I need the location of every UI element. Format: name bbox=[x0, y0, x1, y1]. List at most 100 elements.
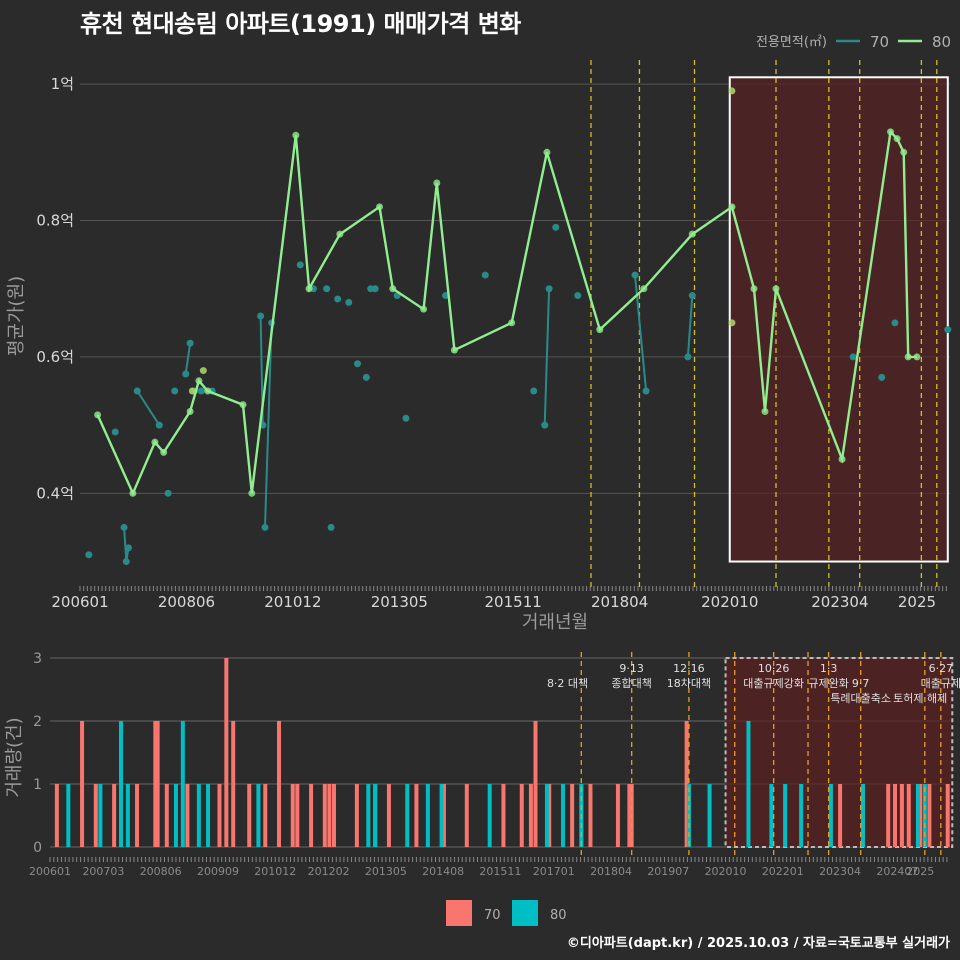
x-tick-label: 201305 bbox=[365, 865, 407, 878]
series-70-point bbox=[481, 271, 489, 279]
policy-annotation: 1·3 bbox=[820, 662, 838, 675]
series-80-point bbox=[248, 489, 256, 497]
x-tick-label: 200806 bbox=[158, 593, 215, 611]
bar-80 bbox=[196, 784, 201, 847]
x-tick-label: 200909 bbox=[197, 865, 239, 878]
bar-70 bbox=[247, 784, 252, 847]
series-70-line bbox=[184, 343, 192, 375]
series-70-point bbox=[171, 387, 179, 395]
bar-70 bbox=[290, 784, 295, 847]
series-70-line bbox=[136, 390, 161, 426]
highlight-box bbox=[724, 657, 954, 848]
policy-annotation: 8·2 대책 bbox=[547, 677, 588, 690]
series-70-point bbox=[164, 489, 172, 497]
series-80-point bbox=[376, 203, 384, 211]
bar-80 bbox=[746, 721, 751, 847]
series-70-point bbox=[362, 373, 370, 381]
series-70-point bbox=[684, 353, 692, 361]
series-70-point bbox=[574, 292, 582, 300]
x-tick-label: 200703 bbox=[82, 865, 124, 878]
bar-70 bbox=[80, 721, 85, 847]
bar-70 bbox=[263, 784, 268, 847]
bar-70 bbox=[945, 784, 950, 847]
series-80-point bbox=[904, 353, 912, 361]
series-80-point bbox=[640, 285, 648, 293]
legend-title: 전용면적(㎡) bbox=[756, 35, 827, 50]
series-70-point bbox=[552, 223, 560, 231]
legend-70-swatch bbox=[446, 900, 472, 926]
series-70-point bbox=[878, 373, 886, 381]
policy-annotation: 규제완화 bbox=[808, 677, 848, 690]
series-70-point bbox=[371, 285, 379, 293]
series-80-point bbox=[728, 203, 736, 211]
bar-80 bbox=[180, 721, 185, 847]
series-80-point bbox=[772, 285, 780, 293]
x-tick-label: 201511 bbox=[485, 593, 542, 611]
series-80-point bbox=[389, 285, 397, 293]
bar-70 bbox=[185, 784, 190, 847]
series-70-point bbox=[849, 353, 857, 361]
policy-annotation: 특례대출축소 bbox=[830, 692, 891, 705]
series-70-point bbox=[186, 339, 194, 347]
series-70-line bbox=[686, 295, 694, 357]
series-80-point bbox=[336, 230, 344, 238]
bar-80 bbox=[366, 784, 371, 847]
x-tick-label: 202304 bbox=[819, 865, 861, 878]
bar-80 bbox=[118, 721, 123, 847]
legend-70-label: 70 bbox=[870, 33, 889, 51]
x-tick-label: 200601 bbox=[51, 593, 108, 611]
series-70-point bbox=[327, 523, 335, 531]
x-tick-label: 201804 bbox=[590, 865, 632, 878]
series-80-point bbox=[913, 353, 921, 361]
bar-80 bbox=[206, 784, 211, 847]
bar-80 bbox=[487, 784, 492, 847]
bar-80 bbox=[799, 784, 804, 847]
bar-70 bbox=[893, 784, 898, 847]
bar-70 bbox=[547, 784, 552, 847]
series-80-point bbox=[186, 407, 194, 415]
series-80-point bbox=[508, 319, 516, 327]
series-80-point bbox=[688, 230, 696, 238]
bar-80 bbox=[544, 784, 549, 847]
y-tick-label: 0.6억 bbox=[36, 348, 74, 366]
series-70-point bbox=[261, 523, 269, 531]
series-80-point bbox=[204, 387, 212, 395]
highlight-box bbox=[728, 76, 949, 563]
legend-70-label: 70 bbox=[484, 908, 501, 923]
series-80-point bbox=[838, 455, 846, 463]
series-80-point bbox=[160, 448, 168, 456]
series-70-point bbox=[111, 428, 119, 436]
policy-annotation: 대출규제강화 bbox=[743, 677, 804, 690]
series-70-point bbox=[541, 421, 549, 429]
bar-70 bbox=[501, 784, 506, 847]
x-tick-label: 201202 bbox=[308, 865, 350, 878]
y-tick-label: 0.4억 bbox=[36, 484, 74, 502]
policy-annotation: 10·26 bbox=[758, 662, 790, 675]
x-tick-label: 200601 bbox=[29, 865, 71, 878]
series-70-point bbox=[85, 551, 93, 559]
bar-80 bbox=[769, 784, 774, 847]
y-tick-label: 0.8억 bbox=[36, 212, 74, 230]
series-70-point bbox=[891, 319, 899, 327]
bar-80 bbox=[98, 784, 103, 847]
series-70-point bbox=[345, 298, 353, 306]
bar-70 bbox=[464, 784, 469, 847]
bar-70 bbox=[414, 784, 419, 847]
bar-70 bbox=[277, 721, 282, 847]
x-tick-label: 202201 bbox=[762, 865, 804, 878]
bar-80 bbox=[125, 784, 130, 847]
x-tick-label: 2025 bbox=[906, 865, 934, 878]
series-80-point bbox=[305, 285, 313, 293]
bar-70 bbox=[886, 784, 891, 847]
x-tick-label: 201511 bbox=[479, 865, 521, 878]
y-tick-label: 2 bbox=[33, 714, 42, 730]
policy-annotation: 토허제 해제 bbox=[893, 691, 947, 705]
series-80-point bbox=[893, 135, 901, 143]
bar-70 bbox=[533, 721, 538, 847]
bar-70 bbox=[588, 784, 593, 847]
bar-80 bbox=[860, 784, 865, 847]
series-70-point bbox=[296, 261, 304, 269]
series-80-point bbox=[195, 377, 203, 385]
series-80-point bbox=[151, 438, 159, 446]
policy-annotation: 대출규제 bbox=[921, 677, 960, 690]
